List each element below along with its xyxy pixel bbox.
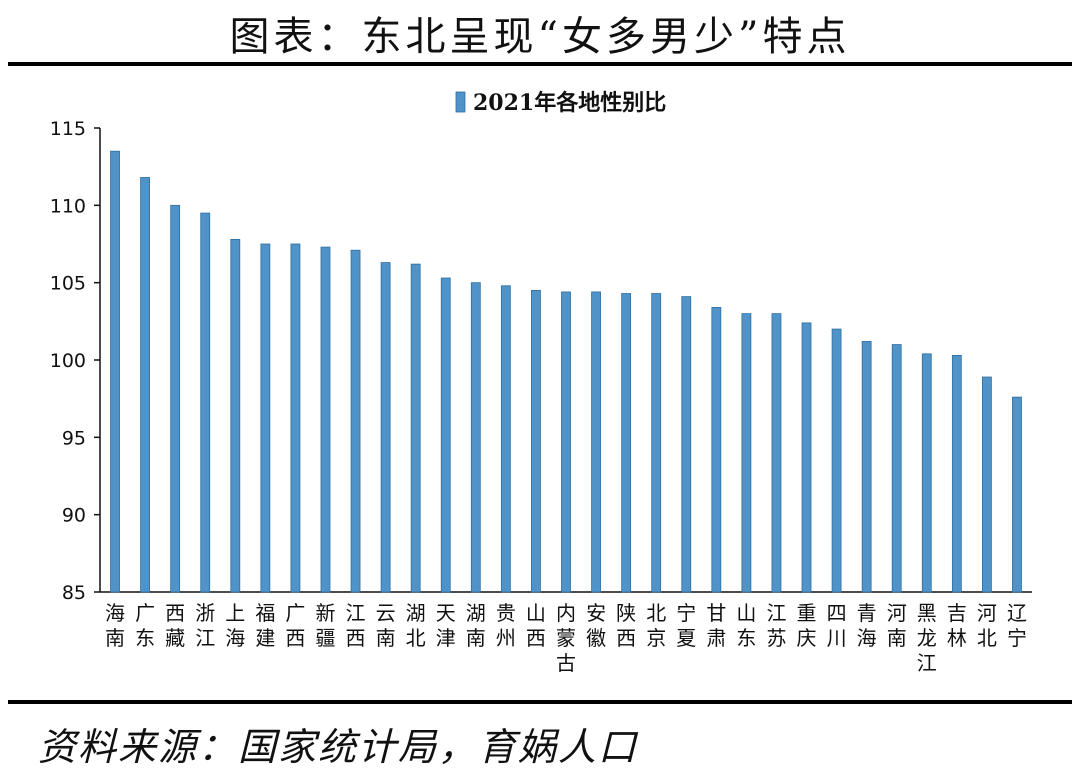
x-category-label: 青海 <box>857 601 877 650</box>
bar <box>982 376 992 593</box>
bar <box>771 313 782 593</box>
x-category-label: 贵州 <box>496 601 516 650</box>
bar <box>1012 396 1022 593</box>
bar <box>951 354 962 593</box>
bar <box>921 353 932 593</box>
y-tick-label: 100 <box>50 350 86 372</box>
x-category-label: 天津 <box>436 601 456 650</box>
bar <box>290 243 301 593</box>
x-category-label: 四川 <box>827 601 847 650</box>
bar <box>110 150 120 593</box>
y-tick-label: 95 <box>62 427 86 449</box>
bar <box>230 238 241 593</box>
bar <box>831 328 842 593</box>
bar <box>470 282 481 593</box>
bar <box>591 291 601 593</box>
legend-swatch <box>455 91 466 113</box>
bar <box>260 243 271 593</box>
bar <box>410 263 421 593</box>
bar <box>500 285 511 593</box>
bar <box>531 289 541 593</box>
bottom-divider <box>8 700 1072 704</box>
chart-legend: 2021年各地性别比 <box>455 90 666 116</box>
x-category-label: 安徽 <box>586 601 606 650</box>
x-category-label: 江苏 <box>766 601 786 650</box>
source-note: 资料来源：国家统计局，育娲人口 <box>38 725 639 769</box>
bar <box>170 204 181 593</box>
x-category-label: 山东 <box>736 601 756 650</box>
bar <box>741 313 752 593</box>
bar <box>651 293 662 593</box>
top-divider <box>8 62 1072 66</box>
x-category-label: 西藏 <box>165 601 185 650</box>
x-category-label: 重庆 <box>797 601 817 650</box>
bar <box>801 322 812 593</box>
x-category-label: 黑龙江 <box>917 601 937 675</box>
x-category-label: 河南 <box>887 601 907 650</box>
x-category-label: 福建 <box>255 601 275 650</box>
bar <box>440 277 451 593</box>
x-category-label: 山西 <box>526 601 546 650</box>
x-category-label: 甘肃 <box>706 601 726 650</box>
x-category-label: 云南 <box>376 601 396 650</box>
x-category-label: 广西 <box>285 601 305 650</box>
y-tick-label: 85 <box>62 582 86 604</box>
x-category-label: 浙江 <box>195 601 215 650</box>
bar <box>140 177 150 593</box>
x-axis-labels: 海南广东西藏浙江上海福建广西新疆江西云南湖北天津湖南贵州山西内蒙古安徽陕西北京宁… <box>105 601 1027 675</box>
bar <box>861 341 872 593</box>
bar <box>891 344 902 593</box>
bar-chart: 2021年各地性别比 85 90 95 100 105 110 115 海南广东西藏浙江上海… <box>50 90 1032 675</box>
bar <box>711 307 722 593</box>
x-category-label: 湖北 <box>406 601 426 650</box>
x-category-label: 辽宁 <box>1007 601 1027 650</box>
x-category-label: 北京 <box>646 601 666 650</box>
bar <box>561 291 571 593</box>
x-category-label: 海南 <box>105 601 125 650</box>
y-axis: 85 90 95 100 105 110 115 <box>50 118 1032 604</box>
x-category-label: 湖南 <box>466 601 486 650</box>
bar <box>681 296 692 593</box>
bar <box>200 212 211 593</box>
x-category-label: 新疆 <box>315 601 335 650</box>
y-tick-label: 105 <box>50 273 86 295</box>
y-tick-label: 115 <box>50 118 86 140</box>
legend-label: 2021年各地性别比 <box>473 90 666 116</box>
x-category-label: 吉林 <box>947 601 967 650</box>
bars <box>110 150 1022 593</box>
bar <box>350 249 361 593</box>
x-category-label: 河北 <box>977 601 997 650</box>
x-category-label: 内蒙古 <box>556 601 576 675</box>
y-tick-label: 110 <box>50 195 86 217</box>
page-title: 图表：东北呈现“女多男少”特点 <box>229 14 851 60</box>
bar <box>621 293 632 593</box>
bar <box>380 262 391 593</box>
x-category-label: 江西 <box>346 601 366 650</box>
x-category-label: 上海 <box>225 601 245 650</box>
bar <box>320 246 331 593</box>
x-category-label: 宁夏 <box>676 601 696 650</box>
x-category-label: 广东 <box>135 601 155 650</box>
x-category-label: 陕西 <box>616 601 636 650</box>
y-tick-label: 90 <box>62 505 86 527</box>
